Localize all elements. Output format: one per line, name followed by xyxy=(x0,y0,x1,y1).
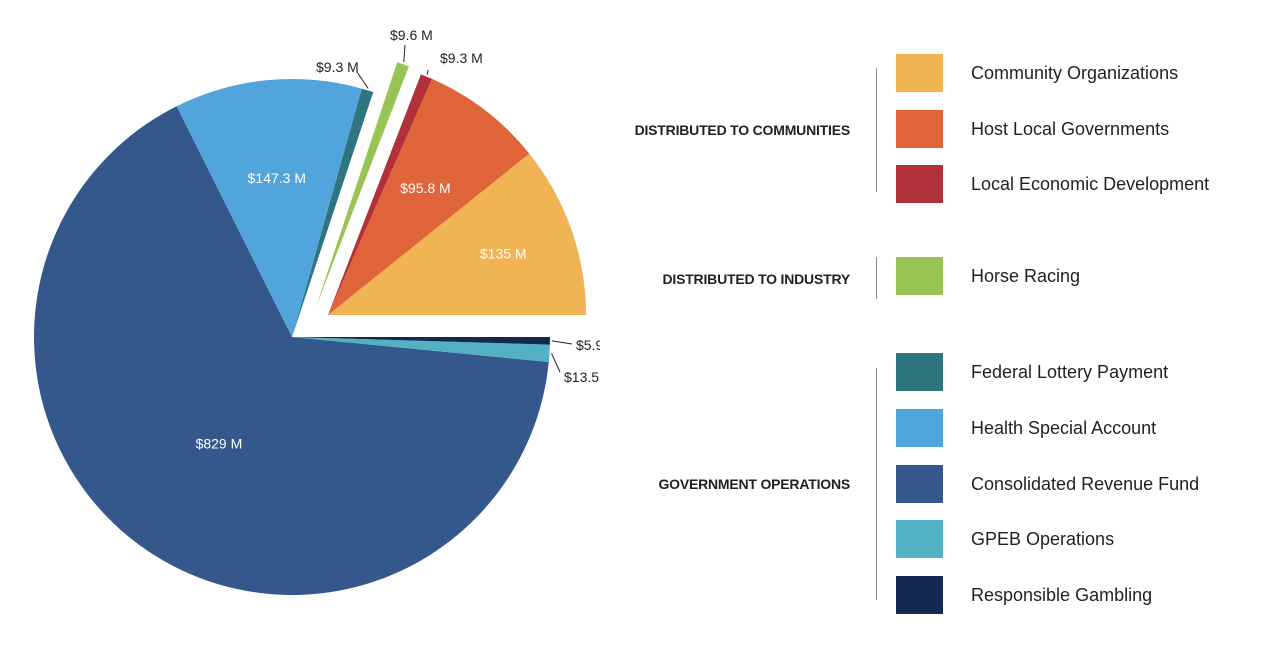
legend-group-title: GOVERNMENT OPERATIONS xyxy=(658,476,850,492)
callout-label-horse-racing: $9.6 M xyxy=(390,27,433,43)
leader-line-gpeb-operations xyxy=(551,353,561,373)
legend-item-host-local-governments: Host Local Governments xyxy=(896,110,1169,148)
legend-swatch xyxy=(896,54,943,92)
legend-item-horse-racing: Horse Racing xyxy=(896,257,1080,295)
pie-slice-federal-lottery-payment xyxy=(292,88,374,337)
callout-label-federal-lottery-payment: $9.3 M xyxy=(316,59,359,75)
legend-item-label: Local Economic Development xyxy=(971,173,1210,194)
legend-item-label: Community Organizations xyxy=(971,62,1179,83)
legend-item-label: Host Local Governments xyxy=(971,118,1170,139)
legend-item-label: GPEB Operations xyxy=(971,528,1115,549)
legend: DISTRIBUTED TO COMMUNITIES Community Org… xyxy=(600,40,1280,630)
pie-slice-local-economic-development xyxy=(328,74,433,315)
legend-swatch xyxy=(896,110,943,148)
legend-item-community-organizations: Community Organizations xyxy=(896,54,1178,92)
legend-group-title: DISTRIBUTED TO INDUSTRY xyxy=(662,271,850,287)
slice-label-host-local-governments: $95.8 M xyxy=(400,180,451,196)
pie-slice-health-special-account xyxy=(176,79,362,337)
leader-line-responsible-gambling xyxy=(551,340,573,345)
legend-swatch xyxy=(896,257,943,295)
pie-slice-host-local-governments xyxy=(328,78,530,315)
legend-item-gpeb-operations: GPEB Operations xyxy=(896,520,1114,558)
pie-slice-gpeb-operations xyxy=(292,337,550,363)
legend-group-bracket xyxy=(876,368,877,600)
callout-label-gpeb-operations: $13.5 M xyxy=(564,369,600,385)
legend-swatch xyxy=(896,520,943,558)
callout-label-local-economic-development: $9.3 M xyxy=(440,50,483,66)
legend-group-bracket xyxy=(876,68,877,192)
pie-slice-consolidated-revenue-fund xyxy=(33,106,549,596)
pie-chart: $135 M $95.8 M $147.3 M $829 M $9.3 M $9.6 M $… xyxy=(33,27,600,596)
legend-item-label: Responsible Gambling xyxy=(971,584,1153,605)
leader-line-horse-racing xyxy=(403,44,406,63)
leader-line-federal-lottery-payment xyxy=(356,71,369,89)
slice-label-consolidated-revenue-fund: $829 M xyxy=(196,435,243,451)
legend-item-label: Horse Racing xyxy=(971,265,1081,286)
legend-item-responsible-gambling: Responsible Gambling xyxy=(896,576,1152,614)
leader-line-local-economic-development xyxy=(426,69,429,75)
pie-slice-community-organizations xyxy=(328,153,586,315)
slice-label-community-organizations: $135 M xyxy=(480,245,527,261)
legend-swatch xyxy=(896,409,943,447)
legend-group-bracket xyxy=(876,257,877,299)
legend-group-title: DISTRIBUTED TO COMMUNITIES xyxy=(634,122,851,138)
legend-swatch xyxy=(896,165,943,203)
pie-slice-responsible-gambling xyxy=(292,337,550,345)
legend-item-consolidated-revenue-fund: Consolidated Revenue Fund xyxy=(896,465,1199,503)
legend-swatch xyxy=(896,465,943,503)
slice-label-health-special-account: $147.3 M xyxy=(248,170,306,186)
callout-label-responsible-gambling: $5.9 M xyxy=(576,337,600,353)
legend-item-local-economic-development: Local Economic Development xyxy=(896,165,1209,203)
legend-swatch xyxy=(896,576,943,614)
legend-item-label: Health Special Account xyxy=(971,417,1157,438)
legend-item-label: Consolidated Revenue Fund xyxy=(971,473,1200,494)
legend-item-health-special-account: Health Special Account xyxy=(896,409,1156,447)
pie-slice-horse-racing xyxy=(316,62,409,307)
legend-item-label: Federal Lottery Payment xyxy=(971,361,1169,382)
legend-swatch xyxy=(896,353,943,391)
legend-item-federal-lottery-payment: Federal Lottery Payment xyxy=(896,353,1168,391)
